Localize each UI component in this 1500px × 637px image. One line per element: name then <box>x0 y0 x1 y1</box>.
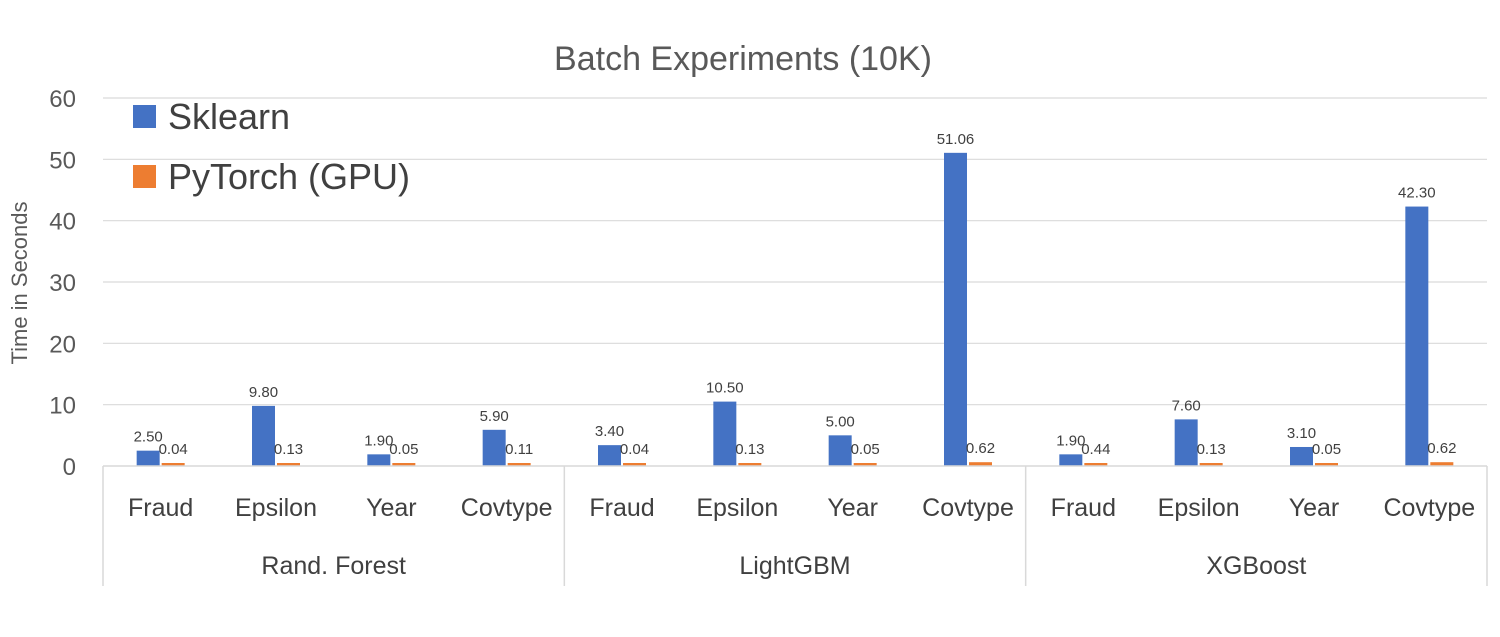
bar-pytorch <box>392 463 416 466</box>
bar-pytorch <box>507 463 531 466</box>
y-tick-label: 20 <box>49 331 76 358</box>
bar-pytorch <box>1315 463 1338 466</box>
bar-sklearn <box>713 401 737 466</box>
x-tick-label: Epsilon <box>235 494 317 522</box>
bar-pytorch <box>853 463 877 466</box>
bar-sklearn <box>828 435 852 466</box>
data-label: 0.44 <box>1081 441 1110 458</box>
bar-pytorch <box>623 463 646 466</box>
data-label: 0.62 <box>1427 440 1456 457</box>
data-label: 5.00 <box>826 413 855 430</box>
bar-sklearn <box>1290 446 1313 466</box>
data-label: 0.04 <box>159 441 188 458</box>
data-label: 1.90 <box>364 432 393 449</box>
x-tick-label: Fraud <box>589 494 654 522</box>
data-label: 1.90 <box>1056 432 1085 449</box>
x-tick-label: Covtype <box>1383 494 1475 522</box>
bar-sklearn <box>944 152 967 466</box>
x-axis: Fraud Epsilon Year Covtype Fraud Epsilon Year C… <box>102 465 1488 586</box>
y-axis-ticks: 0 10 20 30 40 50 60 <box>49 86 76 481</box>
data-label: 0.62 <box>966 440 995 457</box>
data-label: 0.05 <box>851 441 880 458</box>
legend-label: PyTorch (GPU) <box>168 156 410 197</box>
data-label: 51.06 <box>937 131 975 148</box>
y-tick-label: 30 <box>49 270 76 297</box>
chart-title: Batch Experiments (10K) <box>554 40 932 78</box>
x-tick-label: Covtype <box>461 494 553 522</box>
x-tick-label: Covtype <box>922 494 1014 522</box>
data-label: 3.40 <box>595 423 624 440</box>
bar-pytorch <box>161 463 185 466</box>
bar-pytorch <box>1199 463 1223 466</box>
data-label: 0.13 <box>735 441 764 458</box>
data-label: 0.05 <box>389 441 418 458</box>
bar-sklearn <box>1405 206 1429 466</box>
y-tick-label: 60 <box>49 86 76 113</box>
x-tick-label: Year <box>1289 494 1340 522</box>
bar-sklearn <box>1174 419 1198 466</box>
y-axis-label: Time in Seconds <box>7 201 32 364</box>
bar-sklearn <box>367 454 391 466</box>
group-label: Rand. Forest <box>261 552 406 580</box>
x-tick-label: Epsilon <box>696 494 778 522</box>
data-label: 10.50 <box>706 380 744 397</box>
y-tick-label: 10 <box>49 393 76 420</box>
legend-swatch <box>133 105 156 128</box>
x-tick-label: Year <box>366 494 417 522</box>
data-label: 0.04 <box>620 441 649 458</box>
bar-sklearn <box>252 405 275 466</box>
data-label: 2.50 <box>134 429 163 446</box>
y-tick-label: 50 <box>49 147 76 174</box>
bar-sklearn <box>1059 454 1083 466</box>
legend: Sklearn PyTorch (GPU) <box>133 96 410 197</box>
data-label: 9.80 <box>249 384 278 401</box>
group-label: XGBoost <box>1206 552 1306 580</box>
legend-label: Sklearn <box>168 96 290 137</box>
bar-pytorch <box>277 463 300 466</box>
data-label: 3.10 <box>1287 425 1316 442</box>
legend-swatch <box>133 165 156 188</box>
group-label: LightGBM <box>739 552 850 580</box>
bar-pytorch <box>969 462 992 466</box>
bars <box>136 152 1454 466</box>
x-tick-label: Year <box>827 494 878 522</box>
data-label: 0.13 <box>1197 441 1226 458</box>
bar-sklearn <box>482 429 506 466</box>
y-tick-label: 0 <box>63 454 76 481</box>
bar-sklearn <box>136 450 160 466</box>
data-label: 0.11 <box>505 441 533 458</box>
data-label: 42.30 <box>1398 185 1436 202</box>
x-tick-label: Epsilon <box>1158 494 1240 522</box>
data-label: 0.05 <box>1312 441 1341 458</box>
x-tick-label: Fraud <box>128 494 193 522</box>
bar-pytorch <box>1084 463 1108 466</box>
bar-pytorch <box>1430 462 1454 466</box>
x-tick-label: Fraud <box>1051 494 1116 522</box>
data-labels: 2.500.049.800.131.900.055.900.113.400.04… <box>134 131 1457 458</box>
y-tick-label: 40 <box>49 209 76 236</box>
data-label: 0.13 <box>274 441 303 458</box>
bar-sklearn <box>598 445 621 466</box>
data-label: 7.60 <box>1172 397 1201 414</box>
gridlines <box>103 97 1487 406</box>
bar-pytorch <box>738 463 762 466</box>
data-label: 5.90 <box>480 408 509 425</box>
